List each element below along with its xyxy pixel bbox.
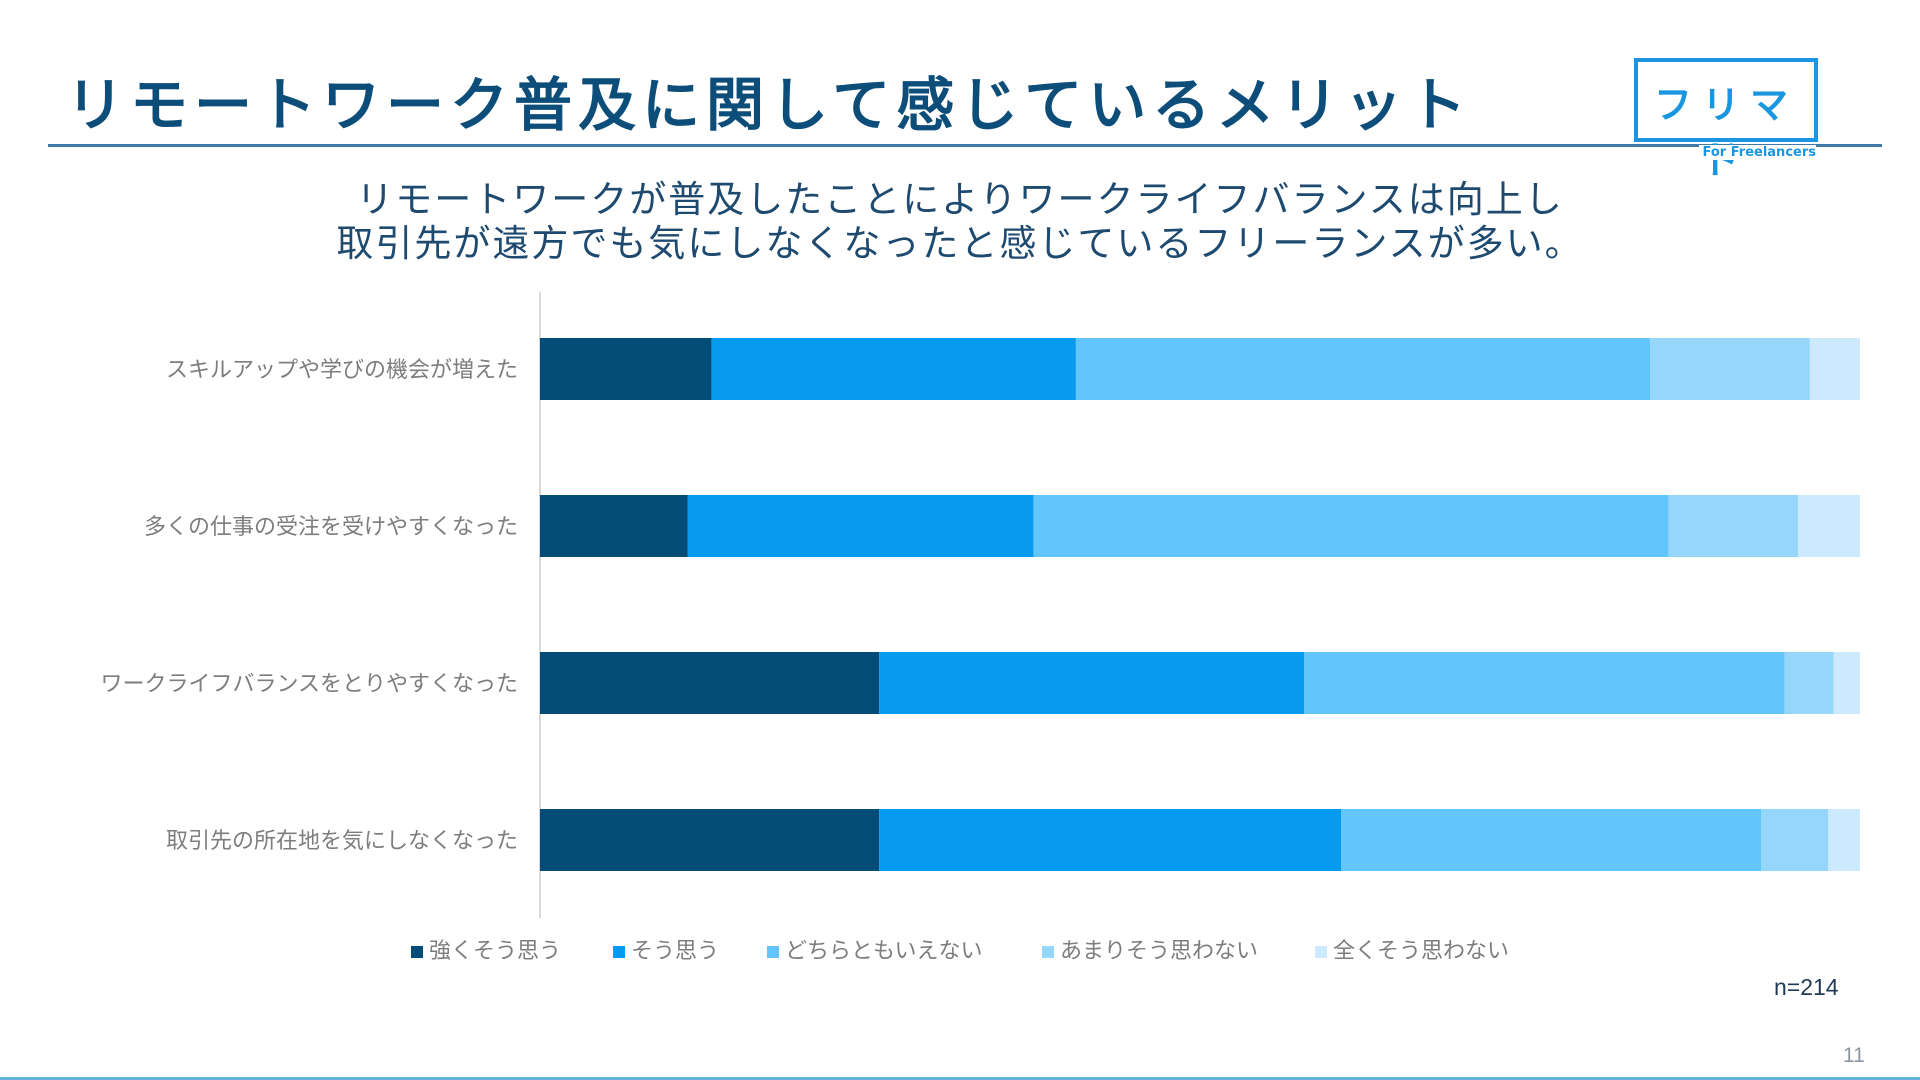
bar-segment-2 [879,652,1305,714]
page-title: リモートワーク普及に関して感じているメリット [66,71,1473,139]
bar-segment-3 [1304,652,1785,714]
brand-logo: フリマド For Freelancers [1634,58,1818,182]
legend-swatch [411,946,423,958]
bar-segment-3 [1033,495,1669,557]
legend-label: あまりそう思わない [1060,939,1258,964]
legend-swatch [613,946,625,958]
legend-swatch [1042,946,1054,958]
bar-segment-3 [1341,809,1761,871]
bar-segment-1 [540,652,880,714]
category-label: 多くの仕事の受注を受けやすくなった [144,515,518,540]
page-number: 11 [1843,1044,1865,1067]
bar-segment-4 [1761,809,1829,871]
bar-segment-2 [711,338,1076,400]
category-label: 取引先の所在地を気にしなくなった [166,829,518,854]
subtitle-line-1: リモートワークが普及したことによりワークライフバランスは向上し [356,178,1564,221]
category-label: ワークライフバランスをとりやすくなった [100,672,518,697]
title-divider [48,144,1882,147]
legend-label: 全くそう思わない [1333,939,1509,964]
bar-segment-2 [687,495,1034,557]
bar-segment-2 [879,809,1342,871]
bar-segment-4 [1668,495,1798,557]
bar-segment-1 [540,495,688,557]
legend-swatch [1315,946,1327,958]
legend-label: そう思う [631,939,719,964]
bar-segment-3 [1075,338,1651,400]
chart-subtitle: リモートワークが普及したことによりワークライフバランスは向上し 取引先が遠方でも… [260,178,1660,266]
legend-label: どちらともいえない [785,939,983,964]
legend-swatch [767,946,779,958]
subtitle-line-2: 取引先が遠方でも気にしなくなったと感じているフリーランスが多い。 [336,222,1584,265]
bar-segment-4 [1784,652,1834,714]
bottom-divider [0,1077,1920,1080]
category-label: スキルアップや学びの機会が増えた [166,358,518,383]
bar-segment-5 [1828,809,1860,871]
bar-segment-5 [1833,652,1860,714]
bar-segment-5 [1797,495,1860,557]
bar-segment-4 [1650,338,1810,400]
bar-segment-5 [1809,338,1860,400]
bar-segment-1 [540,338,712,400]
sample-size-label: n=214 [1774,974,1839,1000]
bar-segment-1 [540,809,880,871]
legend-label: 強くそう思う [429,939,561,964]
stacked-bar-chart: スキルアップや学びの機会が増えた多くの仕事の受注を受けやすくなったワークライフバ… [100,292,1860,964]
logo-subtext: For Freelancers [1698,145,1816,160]
